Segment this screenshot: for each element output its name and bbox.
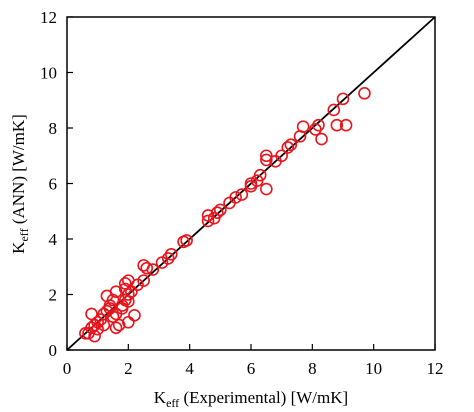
x-label-sub: eff	[166, 396, 179, 410]
y-label-rest: (ANN) [W/mK]	[9, 114, 28, 228]
point	[137, 259, 150, 272]
point	[91, 322, 104, 336]
point	[118, 277, 132, 290]
x-tick-label: 10	[365, 359, 382, 378]
y-tick-label: 8	[49, 119, 58, 138]
y-tick-label: 10	[40, 64, 57, 83]
point	[214, 203, 227, 217]
point	[244, 179, 258, 193]
y-label-main: K	[9, 241, 28, 254]
y-tick-label: 2	[49, 286, 58, 305]
point	[293, 130, 307, 143]
point	[128, 309, 141, 322]
point	[140, 261, 154, 275]
x-tick-label: 6	[247, 359, 256, 378]
point	[269, 155, 282, 168]
point	[207, 211, 221, 225]
point	[260, 149, 273, 163]
point	[103, 299, 117, 312]
x-tick-label: 0	[63, 359, 72, 378]
x-label-rest: (Experimental) [W/mK]	[179, 388, 348, 407]
point	[281, 141, 295, 154]
point	[109, 321, 123, 335]
y-label-sub: eff	[17, 228, 31, 241]
point	[339, 118, 353, 132]
point	[85, 307, 98, 321]
point	[79, 327, 92, 340]
y-tick-label: 6	[49, 175, 58, 194]
x-label-main: K	[154, 388, 167, 407]
x-tick-label: 2	[124, 359, 133, 378]
point	[284, 138, 298, 151]
reference-line	[66, 16, 436, 351]
point	[201, 214, 215, 228]
point	[315, 132, 328, 146]
x-tick-label: 8	[308, 359, 317, 378]
point	[112, 318, 126, 332]
y-axis-label: Keff (ANN) [W/mK]	[9, 114, 31, 254]
y-tick-label: 12	[40, 8, 57, 27]
point	[336, 92, 350, 106]
point	[358, 87, 371, 100]
point	[327, 103, 341, 117]
point	[330, 118, 344, 132]
point	[201, 209, 215, 222]
x-tick-label: 12	[427, 359, 444, 378]
y-tick-label: 4	[49, 230, 58, 249]
point	[155, 256, 169, 269]
x-axis-label: Keff (Experimental) [W/mK]	[154, 388, 348, 410]
y-tick-label: 0	[49, 341, 58, 360]
point	[88, 329, 101, 343]
point	[177, 235, 190, 249]
point	[235, 188, 249, 201]
point	[260, 153, 273, 167]
point	[309, 123, 322, 136]
point	[260, 182, 273, 196]
x-tick-label: 4	[185, 359, 194, 378]
point	[223, 196, 236, 210]
